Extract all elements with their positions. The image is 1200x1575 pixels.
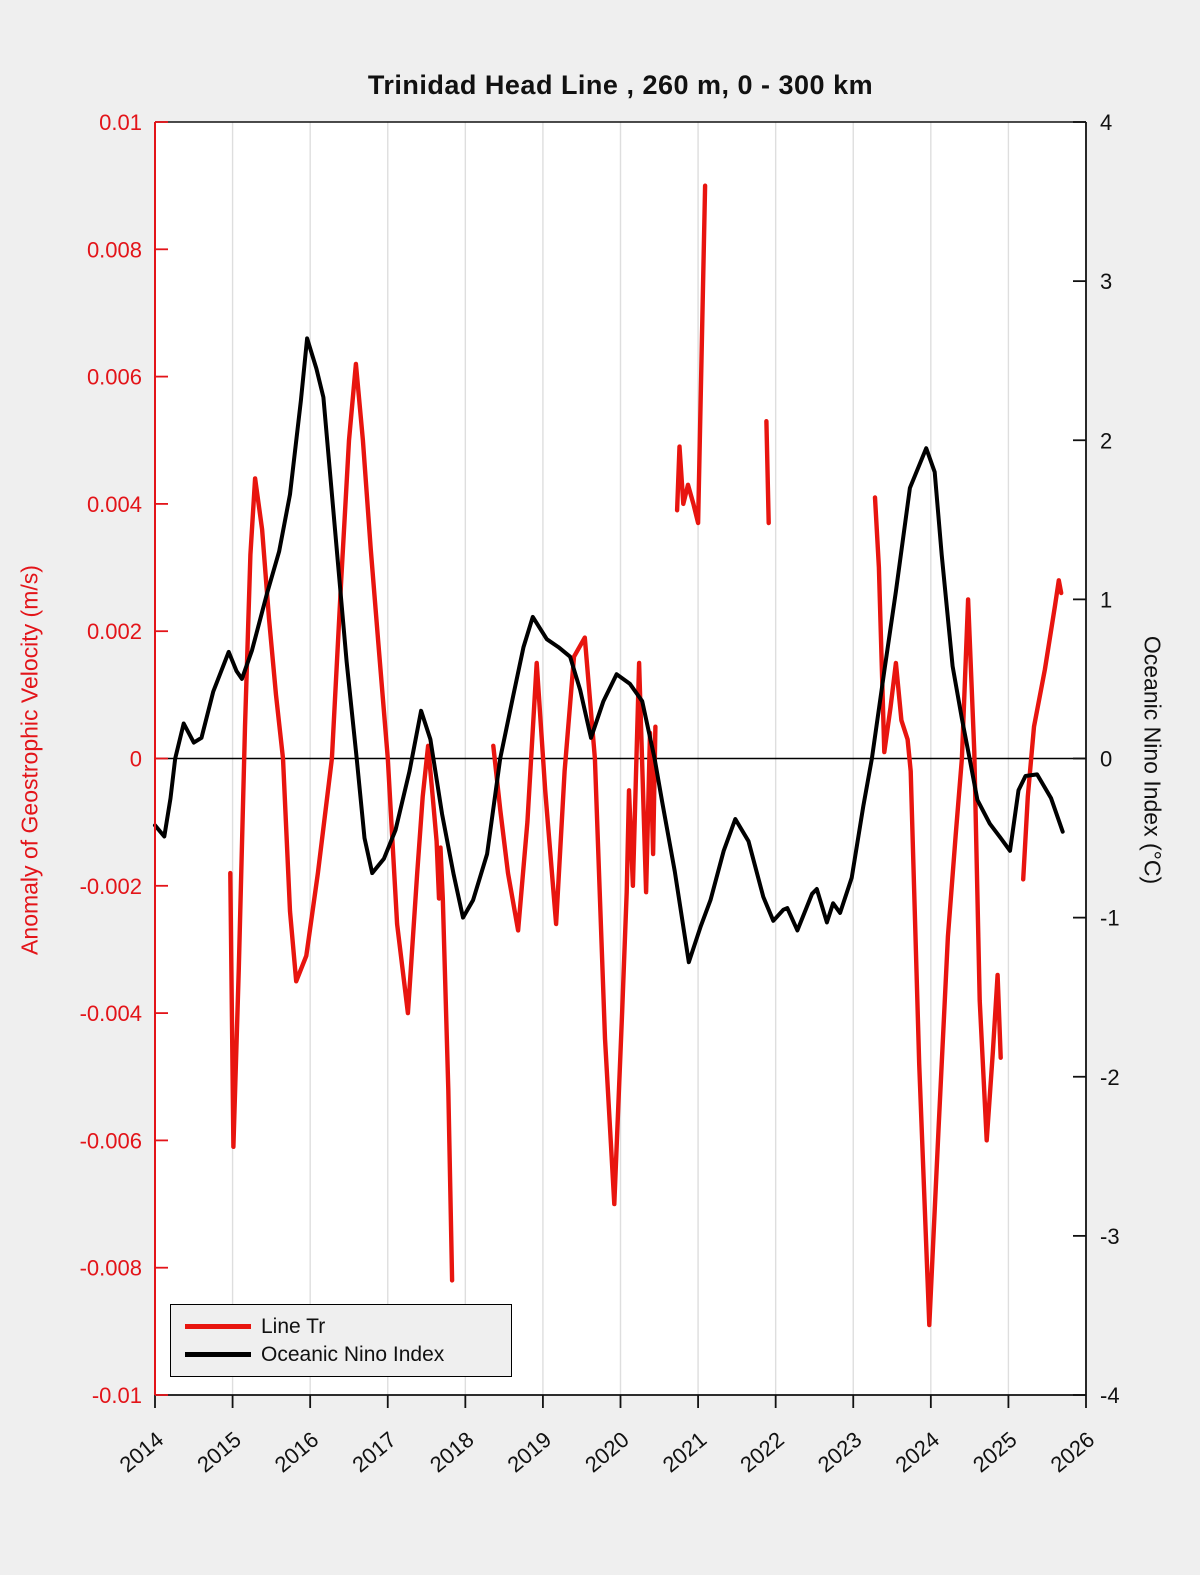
y-axis-label-left: Anomaly of Geostrophic Velocity (m/s) [16, 565, 43, 955]
legend-swatch-red-line [185, 1324, 251, 1329]
series-oceanic-nino-index [153, 336, 1065, 965]
y-right-tick-label: 4 [1100, 110, 1112, 135]
y-right-tick-label: -2 [1100, 1065, 1120, 1090]
y-right-tick-label: 2 [1100, 428, 1112, 453]
x-tick-label: 2025 [968, 1427, 1022, 1478]
chart-title: Trinidad Head Line , 260 m, 0 - 300 km [367, 70, 874, 100]
series-line-tr [872, 495, 1003, 1328]
x-tick-label: 2016 [270, 1427, 324, 1478]
y-right-tick-label: -1 [1100, 906, 1120, 931]
y-right-tick-label: 3 [1100, 269, 1112, 294]
series-line-tr [764, 419, 771, 526]
y-right-tick-label: -3 [1100, 1224, 1120, 1249]
legend-label: Line Tr [261, 1315, 326, 1338]
x-tick-label: 2015 [192, 1427, 246, 1478]
legend-label: Oceanic Nino Index [261, 1343, 445, 1366]
x-tick-label: 2018 [425, 1427, 479, 1478]
y-right-tick-label: 0 [1100, 747, 1112, 772]
x-tick-label: 2017 [347, 1427, 401, 1478]
legend-item-line-tr: Line Tr [171, 1316, 511, 1337]
y-left-tick-label: -0.006 [80, 1128, 142, 1153]
y-left-tick-label: -0.008 [80, 1256, 142, 1281]
y-left-tick-label: -0.004 [80, 1001, 142, 1026]
x-tick-label: 2023 [813, 1427, 867, 1478]
y-right-tick-label: 1 [1100, 587, 1112, 612]
y-left-tick-label: 0.008 [87, 237, 142, 262]
x-tick-label: 2020 [580, 1427, 634, 1478]
x-tick-label: 2026 [1046, 1427, 1100, 1478]
x-tick-label: 2022 [735, 1427, 789, 1478]
x-tick-label: 2024 [890, 1427, 944, 1478]
series-line-tr [228, 361, 455, 1283]
y-left-tick-label: 0.004 [87, 492, 142, 517]
series-line-tr [1021, 578, 1064, 882]
y-left-tick-label: 0.002 [87, 619, 142, 644]
y-left-tick-label: -0.002 [80, 874, 142, 899]
y-left-tick-label: 0 [130, 747, 142, 772]
series-line-tr [491, 635, 658, 1207]
legend: Line Tr Oceanic Nino Index [170, 1304, 512, 1377]
legend-item-oni: Oceanic Nino Index [171, 1344, 511, 1365]
y-axis-label-right: Oceanic Nino Index (°C) [1139, 635, 1166, 885]
x-tick-label: 2019 [503, 1427, 557, 1478]
x-tick-label: 2014 [115, 1427, 169, 1478]
y-left-tick-label: 0.006 [87, 365, 142, 390]
legend-swatch-black-line [185, 1352, 251, 1357]
y-left-tick-label: -0.01 [92, 1383, 142, 1408]
y-left-tick-label: 0.01 [99, 110, 142, 135]
series-line-tr [674, 183, 708, 526]
y-right-tick-label: -4 [1100, 1383, 1120, 1408]
x-tick-label: 2021 [658, 1427, 712, 1478]
